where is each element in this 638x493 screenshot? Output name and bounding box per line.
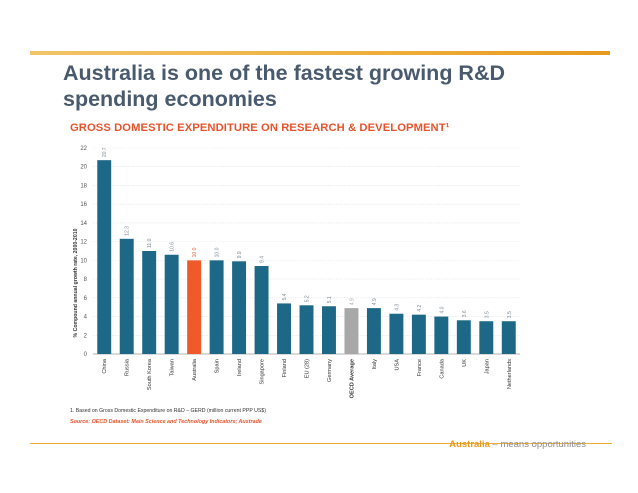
bar-chart: 0 2 4 6 8 10 12 14 16 18 20 22 % Compound annual gr…	[73, 146, 520, 398]
bar-usa	[389, 313, 404, 354]
category-label: China	[102, 358, 108, 374]
value-label: 5.4	[282, 293, 288, 300]
y-axis: 0 2 4 6 8 10 12 14 16 18 20 22	[80, 146, 87, 358]
category-label: France	[417, 359, 423, 376]
bar-singapore	[254, 265, 269, 354]
bottom-accent-rule	[30, 443, 612, 444]
value-label: 9.4	[260, 256, 266, 263]
tagline: Australia – means opportunities	[449, 439, 586, 450]
y-tick-label: 6	[84, 296, 88, 302]
chart-title: GROSS DOMESTIC EXPENDITURE ON RESEARCH &…	[70, 122, 450, 134]
value-labels: 20.7 12.3 11.0 10.6 10.0 10.0 9.9 9.4 5.4 5.2 5.1 4…	[102, 147, 513, 318]
value-label: 10.0	[192, 247, 198, 257]
value-label: 10.6	[170, 242, 176, 252]
bar-russia	[119, 238, 134, 354]
slide-title: Australia is one of the fastest growing …	[63, 61, 505, 111]
category-label: Japan	[484, 359, 490, 374]
bar-ireland	[232, 261, 247, 354]
category-label: Ireland	[237, 359, 243, 376]
tagline-rest: – means opportunities	[492, 439, 586, 450]
value-label: 4.9	[349, 298, 355, 305]
y-tick-label: 16	[80, 202, 87, 208]
bar-japan	[479, 321, 494, 354]
value-label: 12.3	[125, 226, 131, 236]
y-tick-label: 22	[80, 146, 87, 152]
bar-uk	[456, 320, 471, 354]
category-label: EU (28)	[305, 359, 311, 378]
y-tick-label: 20	[80, 165, 87, 171]
category-labels: China Russia South Korea Taiwan Australia Spa…	[102, 358, 513, 398]
category-label: OECD Average	[349, 359, 355, 398]
category-label: Singapore	[260, 359, 266, 385]
value-label: 4.9	[372, 298, 378, 305]
bar-eu-28	[299, 305, 314, 354]
category-label: Netherlands	[507, 359, 513, 389]
bar-netherlands	[501, 321, 516, 354]
category-label: Italy	[372, 359, 378, 369]
bar-finland	[277, 303, 291, 354]
value-label: 3.5	[507, 311, 513, 318]
bar-south-korea	[142, 251, 157, 354]
value-label: 10.0	[215, 247, 221, 257]
value-label: 3.6	[462, 310, 468, 317]
value-label: 3.5	[484, 311, 490, 318]
y-axis-label: % Compound annual growth rate, 2000-2010	[73, 228, 79, 337]
tagline-brand: Australia	[449, 439, 490, 450]
bar-italy	[366, 308, 381, 354]
category-label: South Korea	[147, 358, 153, 390]
bars	[97, 160, 516, 354]
value-label: 5.1	[327, 296, 333, 303]
category-label: Germany	[327, 359, 333, 382]
y-tick-label: 12	[80, 240, 87, 246]
value-label: 4.0	[439, 306, 445, 313]
y-tick-label: 10	[80, 258, 87, 264]
bar-canada	[434, 316, 449, 354]
y-tick-label: 8	[84, 277, 88, 283]
category-label: Australia	[192, 358, 198, 381]
category-label: Taiwan	[170, 359, 176, 376]
value-label: 11.0	[147, 238, 153, 248]
y-tick-label: 0	[84, 352, 88, 358]
top-accent-rule	[30, 51, 610, 55]
bar-germany	[322, 306, 336, 354]
category-label: Canada	[439, 358, 445, 378]
category-label: Finland	[282, 359, 288, 377]
value-label: 4.2	[417, 305, 423, 312]
bar-spain	[209, 260, 224, 354]
category-label: UK	[462, 359, 468, 367]
category-label: USA	[394, 359, 400, 371]
y-tick-label: 4	[84, 315, 88, 321]
y-tick-label: 2	[84, 333, 88, 339]
value-label: 5.2	[305, 295, 311, 302]
value-label: 9.9	[237, 251, 243, 258]
category-label: Russia	[125, 358, 131, 376]
bar-france	[411, 314, 426, 354]
category-label: Spain	[215, 359, 221, 373]
value-label: 20.7	[102, 147, 108, 157]
bar-taiwan	[164, 254, 179, 354]
y-tick-label: 18	[80, 183, 87, 189]
value-label: 4.3	[394, 304, 400, 311]
bar-australia	[187, 260, 202, 354]
source-note: Source: OECD Dataset: Main Science and T…	[70, 419, 262, 425]
bar-china	[97, 160, 112, 354]
footnote: 1. Based on Gross Domestic Expenditure o…	[70, 408, 266, 414]
bar-oecd-average	[344, 308, 359, 354]
y-tick-label: 14	[80, 221, 87, 227]
